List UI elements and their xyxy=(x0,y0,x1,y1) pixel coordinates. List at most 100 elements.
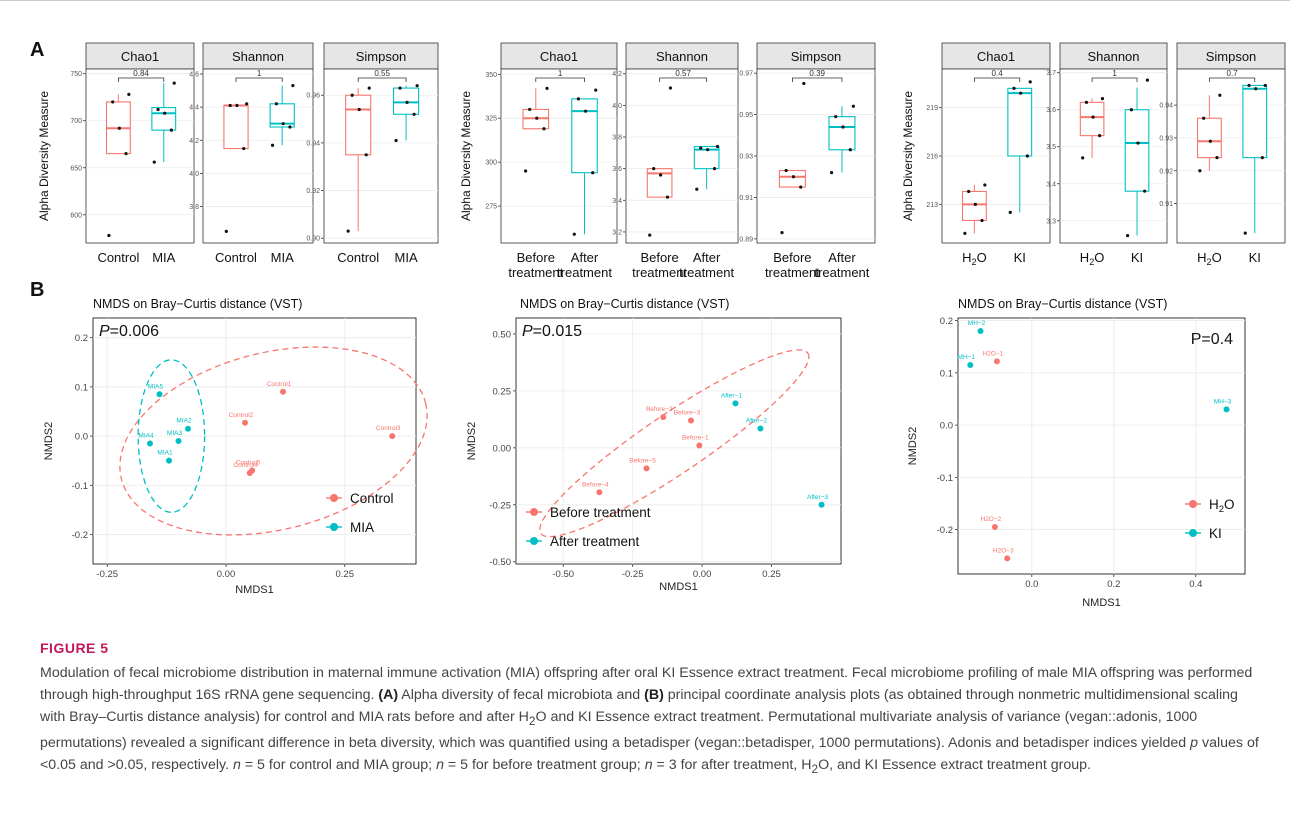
data-point xyxy=(1009,211,1012,214)
data-point xyxy=(242,147,245,150)
legend-label: KI xyxy=(1209,526,1222,541)
data-point xyxy=(974,203,977,206)
x-tick-label: 0.25 xyxy=(762,569,781,580)
data-point xyxy=(660,414,666,420)
data-point xyxy=(594,88,597,91)
y-tick-label: -0.2 xyxy=(72,530,88,541)
plot-area xyxy=(516,318,841,564)
caption-n-symbol: n xyxy=(436,757,444,773)
data-point xyxy=(652,167,655,170)
point-label: MIA4 xyxy=(138,432,154,439)
facet-strip-label: Shannon xyxy=(656,49,708,64)
y-tick-label: 4.0 xyxy=(612,103,622,110)
data-point xyxy=(577,97,580,100)
caption-a-ref: (A) xyxy=(378,687,398,703)
caption-a-text: Alpha diversity of fecal microbiota and xyxy=(398,687,644,703)
x-tick-label: H2O xyxy=(962,250,987,267)
x-axis-label: NMDS1 xyxy=(1082,597,1121,609)
box xyxy=(963,191,987,220)
y-axis-label: Alpha Diversity Measure xyxy=(901,91,915,221)
box xyxy=(346,95,371,155)
data-point xyxy=(368,86,371,89)
data-point xyxy=(713,167,716,170)
y-tick-label: 3.8 xyxy=(612,135,622,142)
x-tick-label: KI xyxy=(1249,250,1261,265)
y-tick-label: 4.6 xyxy=(189,71,199,78)
data-point xyxy=(347,229,350,232)
data-point xyxy=(1130,108,1133,111)
y-tick-label: 750 xyxy=(70,71,82,78)
plot-area xyxy=(1060,69,1167,243)
data-point xyxy=(1136,141,1139,144)
y-tick-label: 0.92 xyxy=(306,188,320,195)
data-point xyxy=(785,169,788,172)
y-tick-label: 650 xyxy=(70,165,82,172)
x-tick-label: 0.00 xyxy=(693,569,712,580)
caption-h2o: H2O xyxy=(801,757,829,773)
y-tick-label: 700 xyxy=(70,118,82,125)
data-point xyxy=(688,418,694,424)
data-point xyxy=(1091,116,1094,119)
data-point xyxy=(271,144,274,147)
data-point xyxy=(696,443,702,449)
data-point xyxy=(394,139,397,142)
y-tick-label: 0.2 xyxy=(940,316,953,327)
p-value-label: 1 xyxy=(257,69,262,78)
data-point xyxy=(535,117,538,120)
facet-strip-label: Chao1 xyxy=(977,49,1015,64)
y-tick-label: 0.91 xyxy=(1159,201,1173,208)
y-tick-label: -0.25 xyxy=(489,500,511,511)
data-point xyxy=(666,196,669,199)
x-tick-label: 0.00 xyxy=(217,569,236,580)
data-point xyxy=(166,458,172,464)
p-value-label: 0.4 xyxy=(992,69,1004,78)
chart-title: NMDS on Bray−Curtis distance (VST) xyxy=(520,297,729,311)
x-tick-label: KI xyxy=(1131,250,1143,265)
data-point xyxy=(282,122,285,125)
box xyxy=(1198,118,1222,157)
data-point xyxy=(153,161,156,164)
data-point xyxy=(1224,406,1230,412)
data-point xyxy=(365,153,368,156)
data-point xyxy=(229,104,232,107)
point-label: Before−1 xyxy=(682,435,709,442)
data-point xyxy=(163,112,166,115)
point-label: MH−3 xyxy=(1214,398,1232,405)
data-point xyxy=(147,440,153,446)
chart-title: NMDS on Bray−Curtis distance (VST) xyxy=(93,297,302,311)
figure-5: A B Alpha Diversity Measure Chao1 600 650 700 7… xyxy=(0,0,1290,630)
data-point xyxy=(542,127,545,130)
x-tick-label: -0.25 xyxy=(622,569,644,580)
y-tick-label: 325 xyxy=(485,116,497,123)
caption-n3-text: = 3 for after treatment, xyxy=(653,757,802,773)
y-tick-label: 0.96 xyxy=(306,93,320,100)
y-tick-label: 0.2 xyxy=(75,333,88,344)
data-point xyxy=(830,171,833,174)
y-tick-label: 0.1 xyxy=(940,368,953,379)
x-tick-label: After xyxy=(828,250,856,265)
data-point xyxy=(699,146,702,149)
y-tick-label: 213 xyxy=(926,202,938,209)
point-label: MIA1 xyxy=(157,450,173,457)
y-tick-label: 0.25 xyxy=(493,386,512,397)
data-point xyxy=(1244,232,1247,235)
y-tick-label: 0.92 xyxy=(1159,168,1173,175)
x-tick-label: After xyxy=(693,250,721,265)
y-tick-label: 3.6 xyxy=(612,166,622,173)
x-tick-label: 0.4 xyxy=(1189,579,1202,590)
data-point xyxy=(185,426,191,432)
panel-label-b: B xyxy=(30,279,44,301)
x-tick-label: treatment xyxy=(765,265,820,280)
y-tick-label: 3.2 xyxy=(612,229,622,236)
data-point xyxy=(732,400,738,406)
y-tick-label: 216 xyxy=(926,154,938,161)
data-point xyxy=(644,465,650,471)
data-point xyxy=(1215,156,1218,159)
data-point xyxy=(245,102,248,105)
data-point xyxy=(157,391,163,397)
data-point xyxy=(170,129,173,132)
p-value-label: 0.7 xyxy=(1227,69,1239,78)
data-point xyxy=(841,125,844,128)
data-point xyxy=(849,148,852,151)
plot-area xyxy=(1177,69,1285,243)
